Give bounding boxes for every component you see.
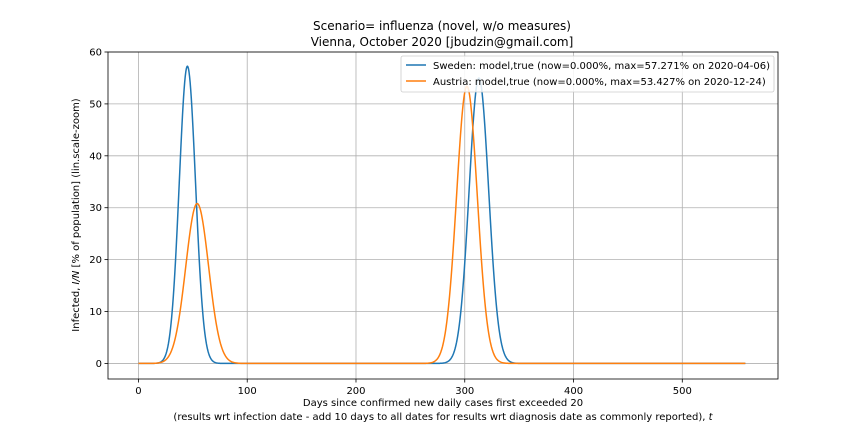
y-axis-label-suffix: [% of population] (lin.scale-zoom) xyxy=(71,98,82,270)
x-tick-label: 300 xyxy=(455,386,474,397)
legend-label-sweden: Sweden: model,true (now=0.000%, max=57.2… xyxy=(433,61,770,72)
x-tick-label: 0 xyxy=(135,386,141,397)
y-tick-label: 60 xyxy=(89,48,102,59)
y-tick-label: 20 xyxy=(89,255,102,266)
legend: Sweden: model,true (now=0.000%, max=57.2… xyxy=(400,55,775,93)
y-tick-label: 30 xyxy=(89,203,102,214)
x-axis-label-line2: (results wrt infection date - add 10 day… xyxy=(173,412,713,423)
legend-label-austria: Austria: model,true (now=0.000%, max=53.… xyxy=(433,77,766,88)
y-axis-variable: I/N xyxy=(71,270,82,284)
y-tick-label: 50 xyxy=(89,99,102,110)
y-tick-label: 0 xyxy=(96,359,102,370)
x-tick-label: 200 xyxy=(346,386,365,397)
series-line-austria xyxy=(138,85,746,365)
series-lines xyxy=(138,65,746,365)
y-tick-label: 10 xyxy=(89,307,102,318)
legend-box xyxy=(400,55,775,93)
x-tick-label: 500 xyxy=(673,386,692,397)
y-axis-label: Infected, I/N [% of population] (lin.sca… xyxy=(71,98,82,332)
x-axis-label-text: (results wrt infection date - add 10 day… xyxy=(173,412,708,423)
x-axis-variable: t xyxy=(709,412,714,423)
chart-title-line1: Scenario= influenza (novel, w/o measures… xyxy=(313,19,571,33)
x-tick-label: 100 xyxy=(238,386,257,397)
y-axis-ticks: 0 10 20 30 40 50 60 xyxy=(89,48,108,370)
x-tick-label: 400 xyxy=(564,386,583,397)
chart-title-line2: Vienna, October 2020 [jbudzin@gmail.com] xyxy=(311,35,574,49)
x-axis-label-line1: Days since confirmed new daily cases fir… xyxy=(303,398,583,409)
y-tick-label: 40 xyxy=(89,151,102,162)
x-axis-ticks: 0 100 200 300 400 500 xyxy=(135,379,692,397)
y-axis-label-prefix: Infected, xyxy=(71,284,82,331)
plot-frame xyxy=(107,51,779,380)
